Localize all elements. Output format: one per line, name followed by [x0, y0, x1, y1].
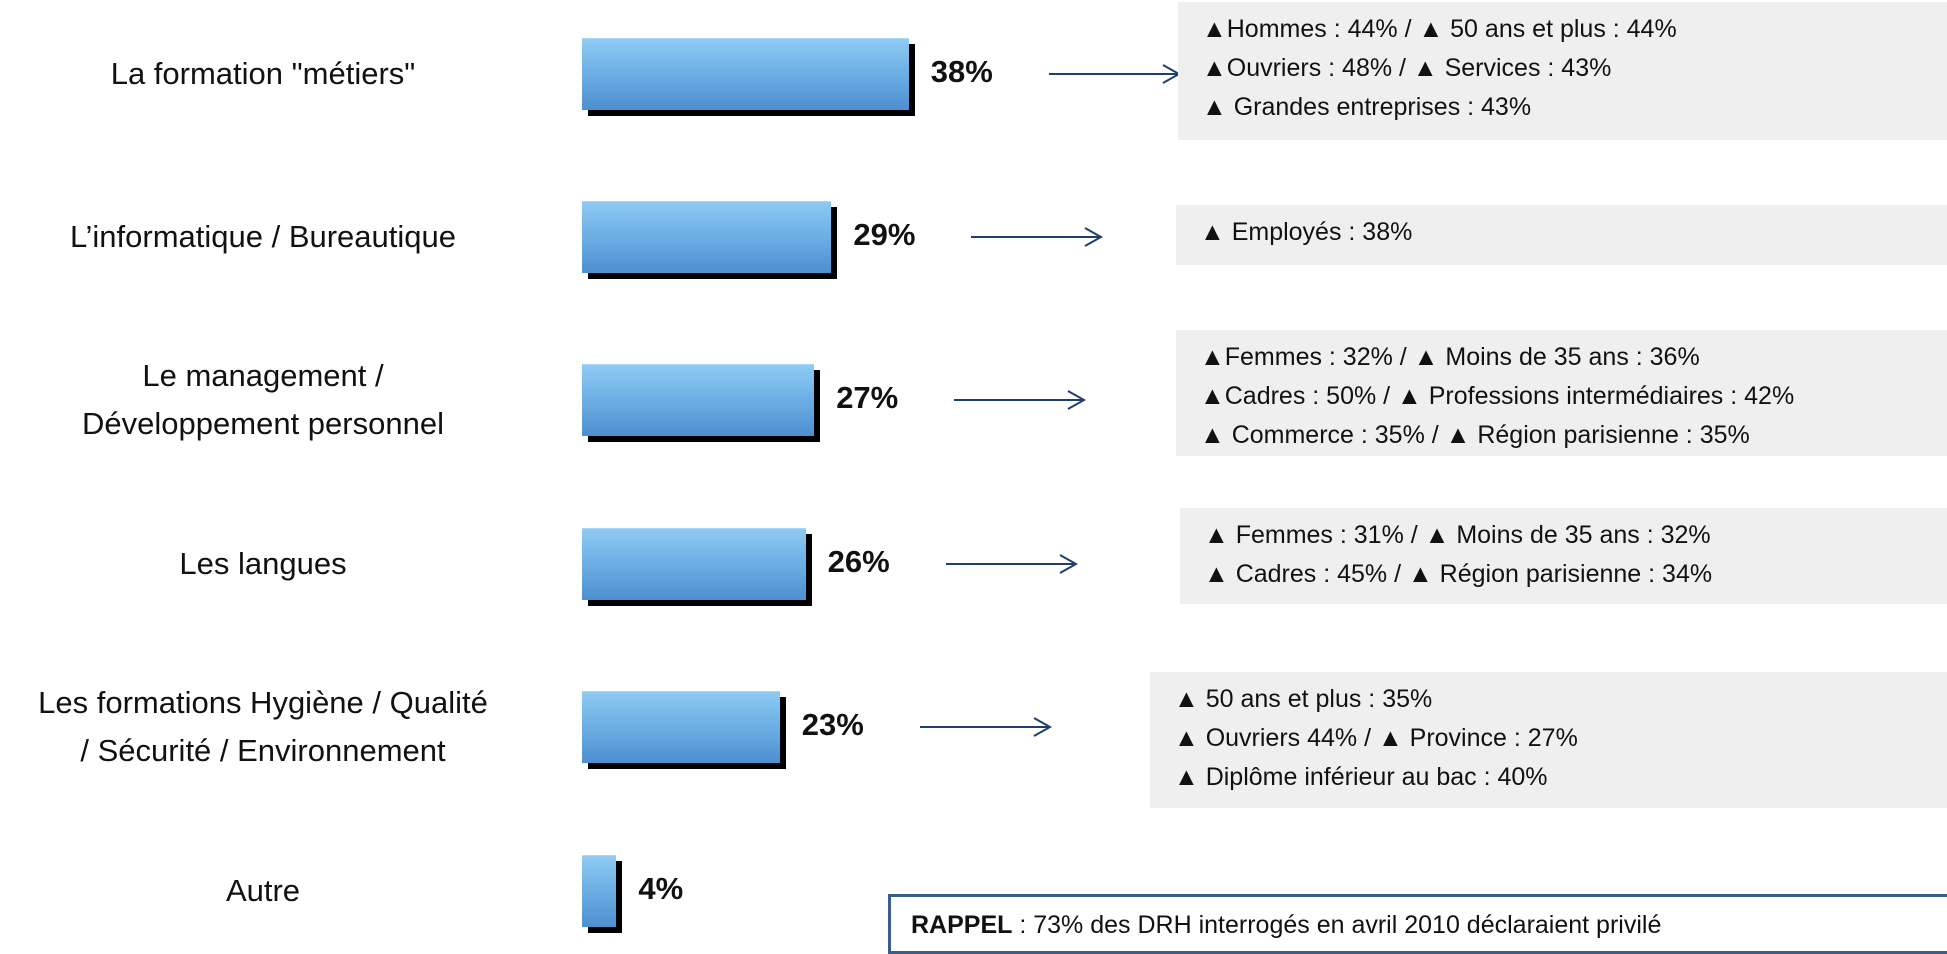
- breakdown-note-line: ▲Hommes : 44% / ▲ 50 ans et plus : 44%: [1202, 15, 1677, 43]
- breakdown-note-line: ▲ Cadres : 45% / ▲ Région parisienne : 3…: [1204, 560, 1713, 588]
- category-label-line: Développement personnel: [82, 406, 444, 441]
- breakdown-note-line: ▲ Femmes : 31% / ▲ Moins de 35 ans : 32%: [1204, 521, 1711, 549]
- arrow-icon: [919, 717, 1052, 737]
- breakdown-note-line: ▲ Commerce : 35% / ▲ Région parisienne :…: [1200, 421, 1750, 449]
- bar: [582, 528, 806, 600]
- breakdown-note-line: ▲ Employés : 38%: [1200, 218, 1413, 246]
- rappel-label: RAPPEL: [911, 911, 1013, 939]
- breakdown-note: ▲ Femmes : 31% / ▲ Moins de 35 ans : 32%…: [1180, 508, 1947, 604]
- value-label: 27%: [836, 380, 899, 415]
- bar-group: [582, 528, 812, 606]
- category-label-line: / Sécurité / Environnement: [80, 733, 446, 768]
- rappel-text: : 73% des DRH interrogés en avril 2010 d…: [1012, 911, 1662, 939]
- value-label: 23%: [801, 707, 864, 742]
- category-label-line: Les formations Hygiène / Qualité: [38, 685, 488, 720]
- bar: [582, 364, 815, 436]
- breakdown-note-line: ▲Femmes : 32% / ▲ Moins de 35 ans : 36%: [1200, 343, 1700, 371]
- bar-group: [582, 201, 838, 279]
- bar-group: [582, 691, 786, 769]
- arrow-icon: [954, 390, 1087, 410]
- bar-group: [582, 364, 821, 442]
- bar-group: [582, 38, 915, 116]
- category-label-line: Le management /: [142, 358, 384, 393]
- breakdown-note-line: ▲ Ouvriers 44% / ▲ Province : 27%: [1174, 724, 1578, 752]
- rappel-box: RAPPEL : 73% des DRH interrogés en avril…: [888, 894, 1947, 954]
- category-label: La formation "métiers": [0, 50, 543, 98]
- arrow-icon: [971, 227, 1104, 247]
- value-label: 26%: [827, 544, 890, 579]
- arrow-icon: [1048, 64, 1181, 84]
- breakdown-note-line: ▲ Grandes entreprises : 43%: [1202, 93, 1532, 121]
- category-label: L’informatique / Bureautique: [0, 213, 543, 261]
- category-label-line: Les langues: [179, 546, 347, 581]
- breakdown-note-line: ▲ Diplôme inférieur au bac : 40%: [1174, 763, 1548, 791]
- category-label: Les formations Hygiène / Qualité / Sécuri…: [0, 679, 543, 775]
- bar-group: [582, 855, 623, 933]
- value-label: 29%: [853, 217, 916, 252]
- value-label: 4%: [638, 871, 684, 906]
- breakdown-note: ▲ 50 ans et plus : 35% ▲ Ouvriers 44% / ▲…: [1150, 672, 1947, 808]
- breakdown-note-line: ▲Cadres : 50% / ▲ Professions intermédia…: [1200, 382, 1795, 410]
- category-label-line: La formation "métiers": [110, 56, 416, 91]
- value-label: 38%: [930, 54, 993, 89]
- breakdown-note: ▲Femmes : 32% / ▲ Moins de 35 ans : 36% ▲…: [1176, 330, 1947, 456]
- category-label-line: L’informatique / Bureautique: [69, 219, 457, 254]
- bar: [582, 691, 780, 763]
- category-label: Autre: [0, 867, 543, 915]
- breakdown-note-line: ▲ 50 ans et plus : 35%: [1174, 685, 1433, 713]
- breakdown-note: ▲ Employés : 38%: [1176, 205, 1947, 265]
- breakdown-note: ▲Hommes : 44% / ▲ 50 ans et plus : 44% ▲O…: [1178, 2, 1947, 140]
- bar: [582, 201, 832, 273]
- category-label-line: Autre: [225, 873, 301, 908]
- arrow-icon: [945, 554, 1078, 574]
- bar: [582, 38, 909, 110]
- category-label: Les langues: [0, 540, 543, 588]
- category-label: Le management / Développement personnel: [0, 352, 543, 448]
- breakdown-note-line: ▲Ouvriers : 48% / ▲ Services : 43%: [1202, 54, 1612, 82]
- bar: [582, 855, 617, 927]
